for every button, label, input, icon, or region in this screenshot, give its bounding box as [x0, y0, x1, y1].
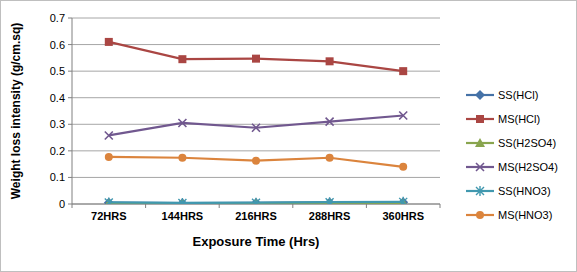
data-point: [326, 197, 334, 204]
y-tick: [68, 18, 72, 19]
y-tick-label: 0.3: [50, 118, 65, 130]
data-point: [399, 112, 407, 120]
legend-label: SS(HNO3): [498, 185, 551, 197]
series-line: [109, 157, 403, 167]
data-point: [252, 157, 260, 165]
x-tick: [145, 204, 146, 208]
y-tick: [68, 71, 72, 72]
y-tick-label: 0.1: [50, 171, 65, 183]
chart: 0 0.1 0.2 0.3 0.4 0.5 0.6 0.7 72HRS 144HRS 216HRS 2…: [0, 0, 577, 272]
y-tick-label: 0: [59, 198, 65, 210]
y-tick-label: 0.4: [50, 92, 65, 104]
legend-marker: [475, 90, 485, 100]
legend: SS(HCl) MS(HCl) SS(H2SO4) MS(H2SO4) SS(HNO3)…: [466, 89, 558, 221]
series-line: [109, 42, 403, 71]
x-tick-label: 288HRS: [309, 210, 351, 222]
data-point: [178, 154, 186, 162]
y-tick-label: 0.6: [50, 39, 65, 51]
legend-label: SS(HCl): [498, 89, 538, 101]
grid-line: [72, 44, 440, 45]
grid-line: [72, 124, 440, 125]
y-tick: [68, 44, 72, 45]
y-tick: [68, 150, 72, 151]
grid-line: [72, 18, 440, 19]
x-tick: [72, 204, 73, 208]
data-point: [105, 38, 113, 46]
data-point: [326, 57, 334, 65]
legend-marker: [476, 186, 484, 196]
legend-marker: [476, 115, 484, 123]
data-point: [399, 163, 407, 171]
legend-marker: [476, 163, 484, 171]
data-point: [326, 118, 334, 126]
x-tick-label: 144HRS: [162, 210, 204, 222]
y-tick-label: 0.7: [50, 12, 65, 24]
legend-label: SS(H2SO4): [498, 137, 556, 149]
data-point: [399, 197, 407, 204]
grid-line: [72, 97, 440, 98]
y-tick: [68, 97, 72, 98]
legend-label: MS(HNO3): [498, 209, 552, 221]
x-tick-label: 216HRS: [235, 210, 277, 222]
data-point: [252, 55, 260, 63]
y-axis: [72, 18, 73, 204]
y-tick-label: 0.2: [50, 145, 65, 157]
legend-marker: [475, 138, 485, 147]
data-point: [178, 119, 186, 127]
series-line: [109, 116, 403, 136]
y-tick-label: 0.5: [50, 65, 65, 77]
x-tick: [292, 204, 293, 208]
legend-label: MS(H2SO4): [498, 161, 558, 173]
x-tick: [219, 204, 220, 208]
data-point: [105, 197, 113, 204]
x-tick: [366, 204, 367, 208]
grid-line: [72, 150, 440, 151]
data-point: [105, 153, 113, 161]
y-axis-label: Weight loss intensity (g/cm.sq): [9, 23, 23, 199]
y-tick: [68, 177, 72, 178]
plot-area: [104, 38, 408, 204]
x-tick-label: 72HRS: [91, 210, 126, 222]
chart-frame: [1, 1, 577, 272]
data-point: [326, 154, 334, 162]
y-tick: [68, 204, 72, 205]
data-point: [178, 55, 186, 63]
legend-marker: [476, 211, 484, 219]
grid-line: [72, 71, 440, 72]
x-tick-label: 360HRS: [382, 210, 424, 222]
data-point: [178, 198, 186, 204]
x-tick: [440, 204, 441, 208]
legend-label: MS(HCl): [498, 113, 540, 125]
grid-line: [72, 177, 440, 178]
y-tick: [68, 124, 72, 125]
x-axis-label: Exposure Time (Hrs): [193, 234, 320, 249]
data-point: [105, 131, 113, 139]
data-point: [399, 67, 407, 75]
data-point: [252, 198, 260, 204]
data-point: [252, 124, 260, 132]
